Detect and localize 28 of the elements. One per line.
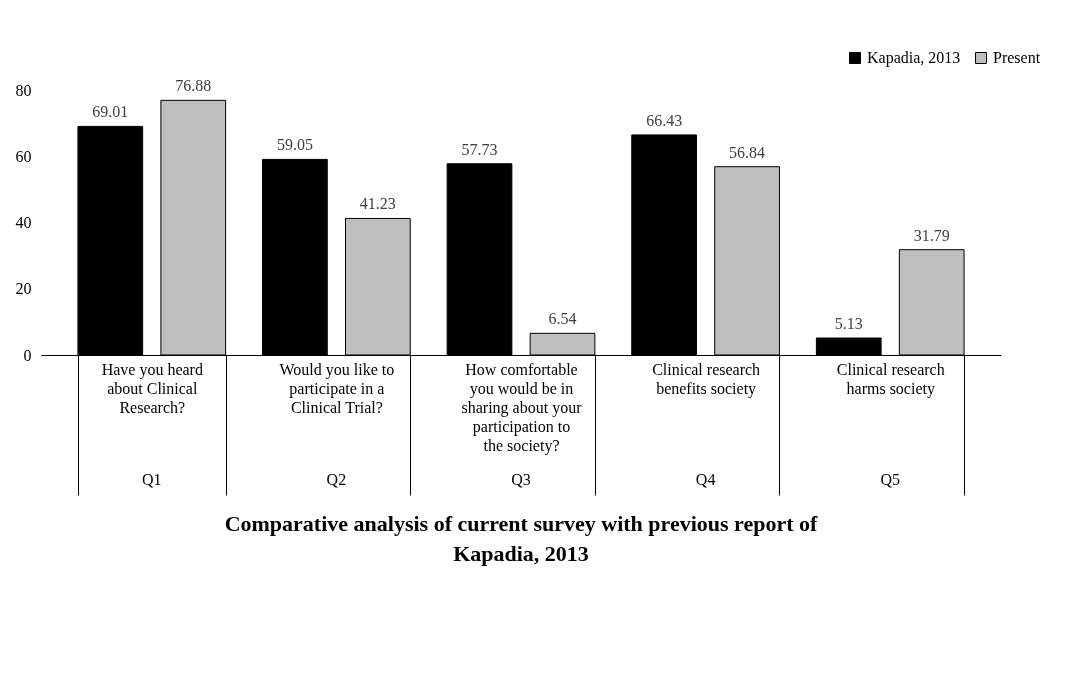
data-label: 57.73 <box>461 140 498 158</box>
x-tick-label: Clinical research harms society <box>836 360 945 398</box>
data-label: 66.43 <box>646 111 683 129</box>
text: Comparative analysis of current survey with previous report of Kapadia, 2013 <box>224 510 819 566</box>
data-label: 69.01 <box>92 103 129 121</box>
data-label: 56.84 <box>729 143 766 161</box>
text: Q4 <box>695 471 716 488</box>
y-tick-label: 0 <box>23 346 32 364</box>
y-tick-label: 60 <box>15 147 32 165</box>
legend-label: Kapadia, 2013 <box>867 49 961 67</box>
y-tick-label: 80 <box>15 81 32 99</box>
data-label: 6.54 <box>548 310 577 328</box>
text: Q1 <box>141 471 162 488</box>
data-label: 41.23 <box>359 195 396 213</box>
y-tick-label: 20 <box>15 280 32 298</box>
data-label: 5.13 <box>834 315 863 333</box>
x-tick-label: Clinical research benefits society <box>652 360 761 398</box>
data-label: 76.88 <box>175 77 212 95</box>
y-tick-label: 40 <box>15 214 32 231</box>
x-tick-label: How comfortable you would be in sharing about your participation to the society? <box>461 360 583 455</box>
data-label: 59.05 <box>276 136 313 154</box>
legend-label: Present <box>993 49 1041 66</box>
text: Q2 <box>326 471 347 488</box>
text: Q3 <box>511 471 531 488</box>
data-label: 31.79 <box>913 226 950 244</box>
x-tick-label: Have you heard about Clinical Research? <box>101 360 203 416</box>
x-tick-label: Would you like to participate in a Clinical Trial? <box>279 360 395 416</box>
text: Q5 <box>880 471 901 488</box>
